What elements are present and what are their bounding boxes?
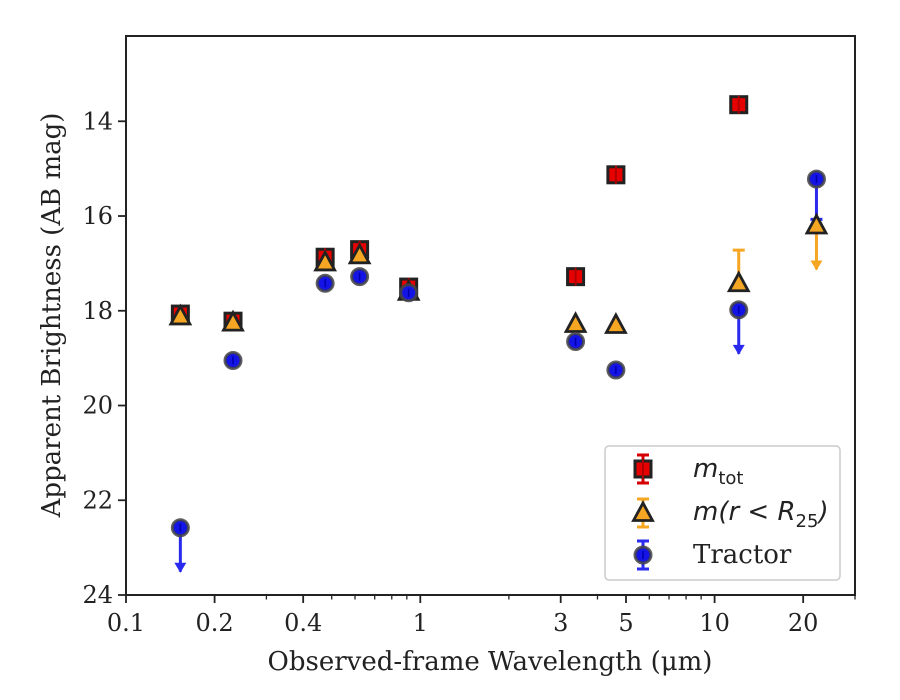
y-tick-label-5: 24 — [82, 581, 113, 609]
circle-2-0-limit-head — [174, 562, 187, 573]
triangle-point-1-3 — [347, 242, 372, 265]
triangle-point-1-7 — [726, 270, 751, 293]
legend-label-tractor: Tractor — [693, 540, 792, 570]
x-tick-label-4: 3 — [553, 609, 568, 637]
triangle-point-1-1 — [221, 309, 245, 332]
legend-mr25-mid: (r < R — [718, 497, 795, 527]
legend-mr25-sub: 25 — [796, 511, 819, 532]
x-axis-label: Observed-frame Wavelength (μm) — [268, 647, 713, 677]
legend-mr25-tail: ) — [816, 497, 828, 527]
x-axis: 0.1 0.2 0.4 1 3 5 10 20 — [107, 595, 856, 637]
triangle-point-1-6 — [604, 312, 628, 334]
y-tick-label-4: 22 — [82, 486, 113, 514]
x-tick-label-0: 0.1 — [107, 609, 145, 637]
x-tick-label-6: 10 — [699, 609, 730, 637]
y-tick-label-2: 18 — [82, 297, 113, 325]
x-tick-label-5: 5 — [618, 609, 633, 637]
circle-2-7-limit-head — [732, 344, 745, 355]
legend-mr25-base: m — [693, 497, 718, 527]
triangle-point-1-5 — [563, 311, 588, 333]
y-axis: 14 16 18 20 22 24 — [82, 107, 126, 609]
data-marks — [168, 95, 829, 573]
legend-mtot-base: m — [693, 454, 718, 484]
x-tick-label-1: 0.2 — [196, 609, 234, 637]
legend-label-mtot: mtot — [693, 454, 743, 489]
x-tick-label-3: 1 — [413, 609, 428, 637]
y-tick-label-3: 20 — [82, 392, 113, 420]
legend-marker-1 — [631, 500, 655, 522]
triangle-1-8-limit-head — [810, 260, 823, 271]
y-tick-label-0: 14 — [82, 107, 113, 135]
x-tick-label-2: 0.4 — [284, 609, 322, 637]
legend-markers — [631, 453, 655, 571]
triangle-point-1-2 — [313, 249, 337, 272]
legend-mtot-sub: tot — [718, 468, 743, 489]
legend: mtot m(r < R25) Tractor — [604, 445, 841, 581]
legend-label-mr25: m(r < R25) — [693, 497, 829, 532]
y-axis-label: Apparent Brightness (AB mag) — [37, 113, 67, 519]
x-tick-label-7: 20 — [788, 609, 819, 637]
legend-frame — [604, 445, 841, 581]
y-tick-label-1: 16 — [82, 202, 113, 230]
triangle-point-1-0 — [168, 303, 193, 326]
triangle-point-1-8 — [804, 212, 829, 235]
